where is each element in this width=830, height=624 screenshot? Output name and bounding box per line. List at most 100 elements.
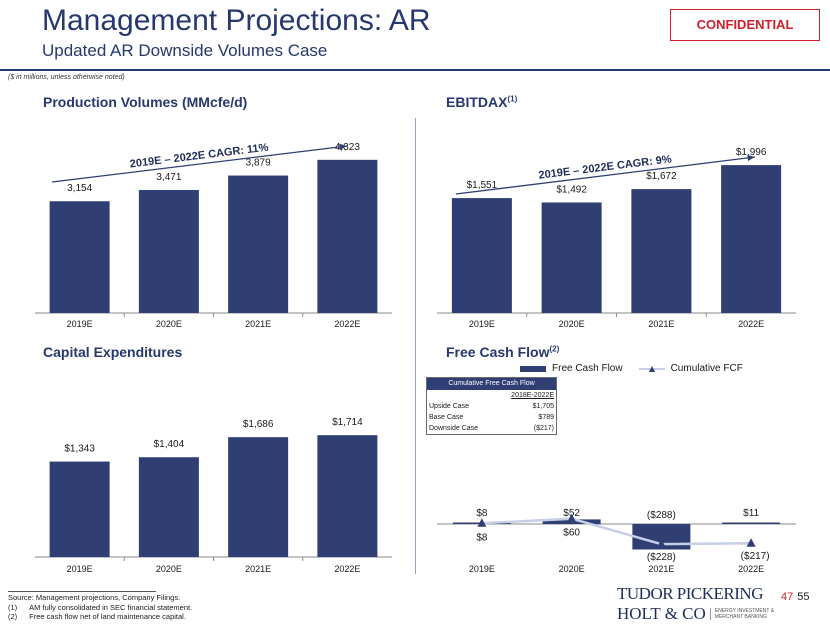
capex-tick-label: 2022E: [334, 564, 360, 574]
production-tick-label: 2021E: [245, 319, 271, 329]
page-number-red: 47: [781, 591, 794, 603]
production-data-label: 3,471: [156, 172, 181, 183]
source-note: Source: Management projections, Company …: [8, 593, 181, 602]
production-data-label: 4,323: [335, 142, 360, 153]
company-logo: TUDOR PICKERING HOLT & CO ENERGY INVESTM…: [617, 584, 774, 624]
capex-bar: [49, 461, 110, 557]
capex-tick-label: 2019E: [67, 564, 93, 574]
ebitdax-bar: [541, 202, 602, 313]
fcf-data-label: ($288): [647, 510, 676, 521]
table-row-label: Upside Case: [429, 403, 470, 410]
table-row-label: Downside Case: [429, 425, 479, 432]
legend-swatch-cumulative: [638, 365, 665, 372]
page-title: Management Projections: AR: [42, 4, 431, 37]
footnote-2-text: Free cash flow net of land maintenance c…: [29, 612, 186, 621]
capex-bar: [138, 457, 199, 557]
logo-line-2-text: HOLT & CO: [617, 604, 706, 623]
cumulative-fcf-label: $8: [476, 532, 488, 543]
capex-data-label: $1,343: [64, 444, 95, 455]
cumulative-fcf-marker: [477, 518, 487, 527]
ebitdax-title: EBITDAX(1): [446, 94, 517, 110]
logo-line-1: TUDOR PICKERING: [617, 584, 763, 603]
ebitdax-data-label: $1,551: [467, 180, 498, 191]
panel-divider: [415, 118, 416, 574]
ebitdax-bar: [451, 198, 512, 313]
table-row: Upside Case $1,705: [427, 401, 556, 412]
ebitdax-tick-label: 2019E: [469, 319, 495, 329]
table-row-label: Base Case: [429, 414, 464, 421]
capex-data-label: $1,714: [332, 417, 363, 428]
capex-bar: [228, 437, 289, 557]
fcf-data-label: $11: [743, 508, 759, 519]
page-number-black: 55: [797, 591, 810, 603]
fcf-tick-label: 2022E: [738, 564, 764, 574]
page-subtitle: Updated AR Downside Volumes Case: [42, 41, 328, 60]
table-row-value: $1,705: [532, 403, 554, 410]
cumulative-fcf-table: Cumulative Free Cash Flow 2018E-2022E Up…: [426, 377, 557, 435]
footnote-1-num: (1): [8, 602, 18, 612]
capex-bar: [317, 435, 378, 557]
table-row-value: ($217): [533, 425, 554, 432]
production-bar: [228, 175, 289, 313]
ebitdax-bar: [631, 189, 692, 313]
logo-line-2: HOLT & CO ENERGY INVESTMENT & MERCHANT B…: [617, 604, 774, 624]
ebitdax-title-text: EBITDAX: [446, 94, 508, 110]
fcf-title: Free Cash Flow(2): [446, 344, 559, 360]
footnote-1: (1) AM fully consolidated in SEC financi…: [8, 603, 192, 613]
fcf-bar: [722, 522, 781, 524]
header-divider: [0, 69, 830, 71]
capex-data-label: $1,404: [154, 439, 185, 450]
footnote-1-text: AM fully consolidated in SEC financial s…: [29, 602, 193, 612]
table-row: Base Case $789: [427, 412, 556, 423]
production-tick-label: 2020E: [156, 319, 182, 329]
production-data-label: 3,879: [246, 158, 271, 169]
fcf-tick-label: 2019E: [469, 564, 495, 574]
cumulative-fcf-marker: [746, 538, 756, 547]
cumulative-fcf-column-header: 2018E-2022E: [511, 392, 554, 399]
capex-data-label: $1,686: [243, 419, 274, 430]
production-tick-label: 2019E: [67, 319, 93, 329]
capex-tick-label: 2021E: [245, 564, 271, 574]
cumulative-fcf-label: ($217): [741, 551, 770, 562]
logo-tagline: ENERGY INVESTMENT & MERCHANT BANKING: [709, 608, 775, 620]
cumulative-fcf-table-title: Cumulative Free Cash Flow: [427, 378, 556, 390]
ebitdax-data-label: $1,492: [556, 184, 587, 195]
production-bar: [138, 190, 199, 313]
ebitdax-tick-label: 2022E: [738, 319, 764, 329]
production-title: Production Volumes (MMcfe/d): [43, 94, 248, 110]
legend-label-cumulative: Cumulative FCF: [670, 363, 743, 374]
ebitdax-footnote-ref: (1): [507, 94, 518, 104]
fcf-legend: Free Cash Flow Cumulative FCF: [520, 363, 743, 374]
logo-tag-2: MERCHANT BANKING: [714, 614, 767, 620]
production-tick-label: 2022E: [334, 319, 360, 329]
logo-tag-1: ENERGY INVESTMENT &: [714, 608, 775, 614]
ebitdax-data-label: $1,996: [736, 147, 767, 158]
cumulative-fcf-marker: [656, 539, 666, 548]
table-row-value: $789: [538, 414, 554, 421]
confidential-badge: CONFIDENTIAL: [670, 9, 820, 41]
ebitdax-tick-label: 2020E: [559, 319, 585, 329]
cumulative-fcf-label: ($228): [647, 552, 676, 563]
footnote-2-num: (2): [8, 612, 18, 621]
cumulative-fcf-label: $60: [563, 528, 580, 539]
fcf-footnote-ref: (2): [549, 344, 560, 354]
fcf-title-text: Free Cash Flow: [446, 344, 550, 360]
legend-label-fcf: Free Cash Flow: [552, 363, 623, 374]
production-bar: [49, 201, 110, 313]
ebitdax-tick-label: 2021E: [648, 319, 674, 329]
fcf-data-label: $8: [476, 508, 488, 519]
ebitdax-bar: [721, 165, 782, 313]
production-bar: [317, 159, 378, 313]
ebitdax-cagr-arrow-head: [747, 154, 755, 161]
cumulative-fcf-marker: [567, 513, 577, 523]
capex-title: Capital Expenditures: [43, 344, 183, 360]
capex-tick-label: 2020E: [156, 564, 182, 574]
fcf-tick-label: 2020E: [559, 564, 585, 574]
production-cagr-arrow-line: [51, 145, 348, 183]
legend-swatch-fcf: [520, 365, 546, 372]
ebitdax-cagr-arrow-line: [455, 156, 756, 195]
table-row: Downside Case ($217): [427, 423, 556, 434]
fcf-data-label: $52: [563, 508, 580, 519]
ebitdax-data-label: $1,672: [646, 171, 677, 182]
